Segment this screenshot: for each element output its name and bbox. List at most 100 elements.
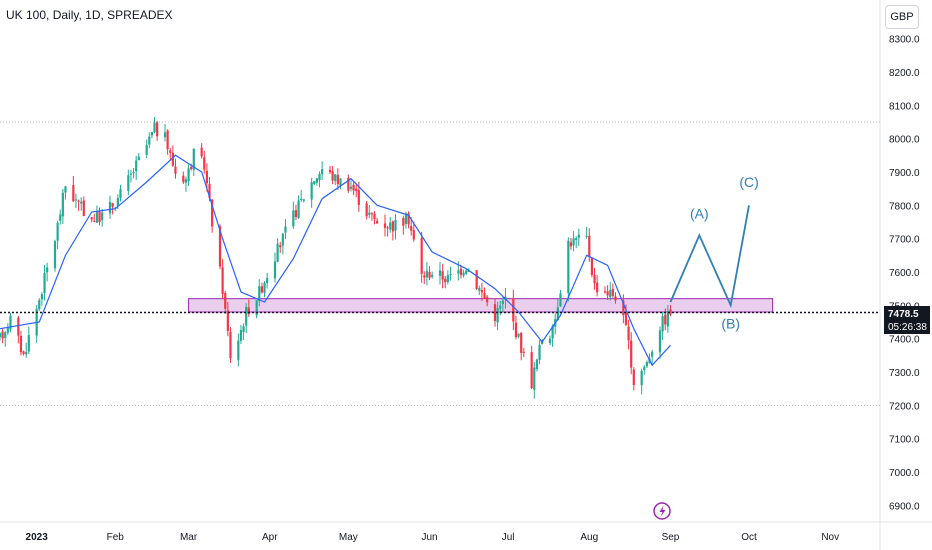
wave-label: (B) <box>721 316 740 332</box>
candle-body <box>538 344 541 360</box>
candle-body <box>512 298 515 322</box>
x-tick-label: 2023 <box>26 532 49 543</box>
candle-body <box>229 331 232 359</box>
candle-body <box>467 270 470 272</box>
candle-body <box>292 210 295 227</box>
candle-body <box>640 370 643 386</box>
candle-body <box>412 230 415 240</box>
candle-body <box>80 201 83 204</box>
candle-body <box>169 150 172 153</box>
chart-title: UK 100, Daily, 1D, SPREADEX <box>6 8 173 22</box>
candle-body <box>449 274 452 276</box>
candle-body <box>501 300 504 305</box>
candle-body <box>391 221 394 232</box>
y-tick-label: 7600.0 <box>889 268 920 279</box>
candle-body <box>585 235 588 237</box>
candle-body <box>420 238 423 274</box>
candle-body <box>352 184 355 191</box>
candle-body <box>622 300 625 316</box>
candle-body <box>611 288 614 296</box>
wave-label: (C) <box>739 174 758 190</box>
candle-body <box>669 309 672 315</box>
candle-body <box>331 171 334 181</box>
candle-body <box>237 340 240 360</box>
x-tick-label: May <box>339 532 358 543</box>
candle-body <box>200 147 203 157</box>
x-tick-label: Sep <box>662 532 680 543</box>
candle-body <box>132 172 135 174</box>
price-lines <box>0 121 880 406</box>
candle-body <box>27 335 30 352</box>
candle-body <box>273 261 277 279</box>
candle-body <box>226 310 229 331</box>
candle-body <box>321 169 324 175</box>
candle-body <box>9 315 12 330</box>
candle-body <box>376 220 379 224</box>
candle-body <box>517 333 520 337</box>
candle-body <box>145 145 148 155</box>
candle-body <box>402 218 405 226</box>
candle-body <box>182 175 185 183</box>
lightning-icon[interactable] <box>659 505 666 518</box>
candle-body <box>203 157 206 170</box>
candle-body <box>163 132 167 138</box>
candle-body <box>174 166 177 174</box>
candle-body <box>302 199 305 201</box>
candle-body <box>588 235 591 258</box>
candle-body <box>119 189 122 199</box>
candle-body <box>95 210 99 223</box>
currency-button[interactable]: GBP <box>885 5 919 29</box>
y-tick-label: 7200.0 <box>889 401 920 412</box>
candle-body <box>666 310 669 327</box>
candle-body <box>386 227 389 229</box>
candle-body <box>462 272 465 276</box>
candle-body <box>108 201 112 214</box>
candle-body <box>187 168 190 182</box>
projection-path[interactable] <box>669 205 750 309</box>
y-tick-label: 7100.0 <box>889 435 920 446</box>
candle-body <box>478 288 481 291</box>
candle-body <box>559 293 562 307</box>
candle-body <box>276 243 279 262</box>
x-tick-label: Feb <box>107 532 125 543</box>
candle-body <box>459 268 463 275</box>
y-tick-label: 7700.0 <box>889 235 920 246</box>
candle-body <box>567 240 570 294</box>
candle-body <box>255 300 258 316</box>
candle-body <box>82 200 85 217</box>
candle-body <box>627 326 630 341</box>
candle-body <box>171 152 174 166</box>
wave-projection: (A) (B) (C) <box>669 174 759 332</box>
y-tick-label: 8100.0 <box>889 101 920 112</box>
candle-body <box>310 182 313 200</box>
candle-body <box>496 307 499 323</box>
candle-body <box>614 296 617 301</box>
candle-body <box>148 136 151 145</box>
event-marker[interactable] <box>653 502 671 520</box>
candle-body <box>0 333 2 338</box>
candle-body <box>643 366 646 370</box>
supply-zone-rect[interactable] <box>188 298 774 313</box>
candle-body <box>533 367 536 390</box>
x-tick-label: Jun <box>421 532 437 543</box>
candle-body <box>569 242 573 247</box>
candle-body <box>111 203 114 207</box>
candle-body <box>101 212 104 221</box>
candle-body <box>190 166 193 170</box>
y-axis[interactable]: 6900.07000.07100.07200.07300.07400.07500… <box>889 35 920 513</box>
x-axis[interactable]: 2023 Feb Mar Apr May Jun Jul Aug Sep Oct Nov <box>26 532 840 543</box>
candle-body <box>373 213 376 219</box>
candle-body <box>407 213 410 225</box>
candle-body <box>334 174 337 181</box>
candle-body <box>224 292 227 309</box>
candle-body <box>651 351 654 357</box>
candle-body <box>499 305 502 309</box>
candle-body <box>530 352 533 389</box>
candle-body <box>575 238 578 241</box>
resistance-zone <box>188 298 774 313</box>
candle-body <box>577 234 580 238</box>
candle-body <box>328 169 332 173</box>
x-tick-label: Aug <box>580 532 598 543</box>
